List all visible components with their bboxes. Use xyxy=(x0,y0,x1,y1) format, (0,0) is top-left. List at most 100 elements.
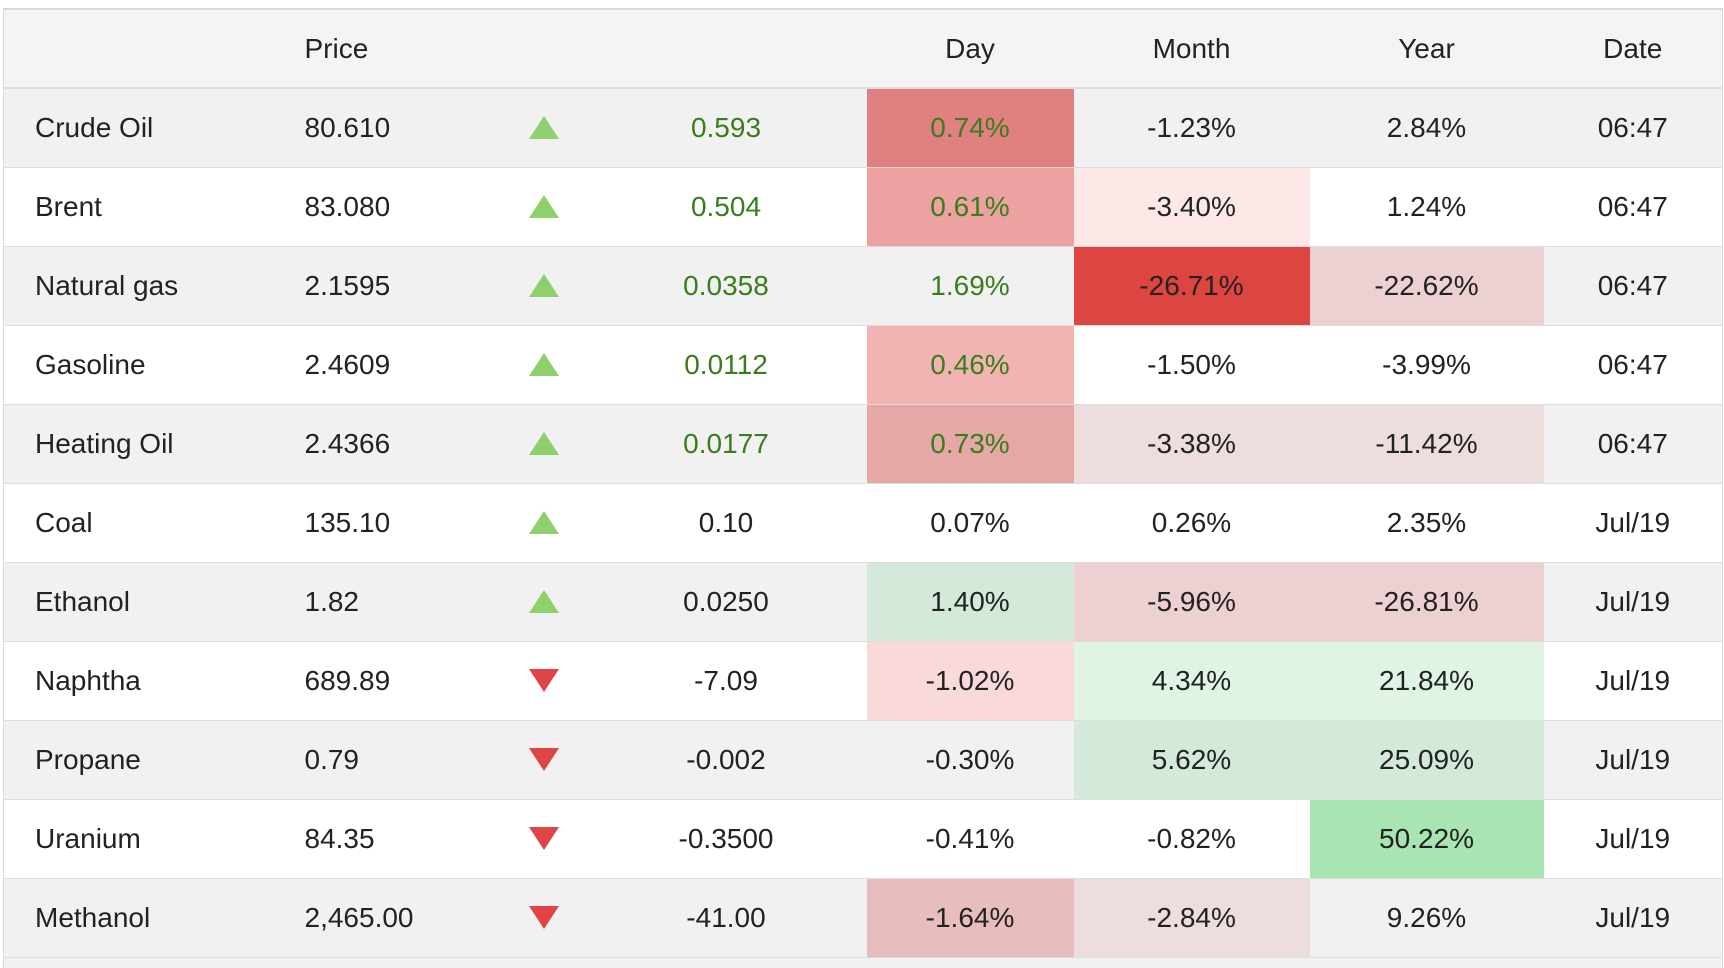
table-row[interactable]: Methanol 2,465.00 -41.00 -1.64% -2.84% 9.26% J… xyxy=(3,878,1723,957)
empty-cell xyxy=(586,957,867,968)
table-row[interactable]: Gasoline 2.4609 0.0112 0.46% -1.50% -3.99% 06:… xyxy=(3,325,1723,404)
year-change-cell: -11.42% xyxy=(1309,404,1544,483)
year-change-cell: 50.22% xyxy=(1309,799,1544,878)
month-change-cell: 4.34% xyxy=(1073,641,1310,720)
direction-cell xyxy=(502,167,586,246)
header-date[interactable]: Date xyxy=(1543,9,1723,89)
change-cell: -7.09 xyxy=(694,664,758,696)
direction-cell xyxy=(502,878,586,957)
price-cell: 689.89 xyxy=(304,664,391,696)
header-day[interactable]: Day xyxy=(866,9,1074,89)
date-cell: 06:47 xyxy=(1597,190,1668,222)
year-change-cell: 25.09% xyxy=(1309,720,1544,799)
price-cell: 1.82 xyxy=(304,585,360,617)
year-change-cell: 2.35% xyxy=(1386,506,1467,538)
commodity-name-link[interactable]: Heating Oil xyxy=(35,427,174,459)
month-change-cell: 0.26% xyxy=(1151,506,1232,538)
table-row[interactable]: Propane 0.79 -0.002 -0.30% 5.62% 25.09% Jul/19 xyxy=(3,720,1723,799)
table-header-row: Price Day Month Year Date xyxy=(3,9,1723,89)
table-row[interactable]: Ethanol 1.82 0.0250 1.40% -5.96% -26.81% Jul/1… xyxy=(3,562,1723,641)
date-cell: 06:47 xyxy=(1597,269,1668,301)
direction-cell xyxy=(502,799,586,878)
commodity-name-link[interactable]: Uranium xyxy=(35,822,141,854)
day-change-cell: -1.64% xyxy=(866,878,1074,957)
commodity-name-link[interactable]: Coal xyxy=(35,506,93,538)
arrow-up-icon xyxy=(528,194,559,218)
arrow-up-icon xyxy=(528,589,559,613)
commodities-table: Price Day Month Year Date Crude Oil 80.61… xyxy=(3,8,1723,968)
table-row[interactable]: Coal 135.10 0.10 0.07% 0.26% 2.35% Jul/19 xyxy=(3,483,1723,562)
table-row[interactable]: Naphtha 689.89 -7.09 -1.02% 4.34% 21.84% Jul/1… xyxy=(3,641,1723,720)
table-row[interactable]: Uranium 84.35 -0.3500 -0.41% -0.82% 50.22% Jul… xyxy=(3,799,1723,878)
date-cell: Jul/19 xyxy=(1595,901,1671,933)
day-change-cell: -0.30% xyxy=(925,743,1015,775)
header-change xyxy=(585,9,867,89)
price-cell: 83.080 xyxy=(304,190,391,222)
direction-cell xyxy=(502,720,586,799)
empty-cell xyxy=(867,957,1074,968)
price-cell: 84.35 xyxy=(304,822,375,854)
arrow-down-icon xyxy=(528,668,559,692)
commodity-name-link[interactable]: Methanol xyxy=(35,901,151,933)
change-cell: 0.504 xyxy=(690,190,762,222)
month-change-cell: 5.62% xyxy=(1073,720,1310,799)
change-cell: 0.10 xyxy=(698,506,754,538)
table-row[interactable]: Heating Oil 2.4366 0.0177 0.73% -3.38% -11.42… xyxy=(3,404,1723,483)
month-change-cell: -26.71% xyxy=(1073,246,1310,325)
date-cell: 06:47 xyxy=(1597,348,1668,380)
arrow-down-icon xyxy=(528,826,559,850)
header-price[interactable]: Price xyxy=(266,9,502,89)
month-change-cell: -5.96% xyxy=(1073,562,1310,641)
year-change-cell: 2.84% xyxy=(1386,111,1467,143)
arrow-up-icon xyxy=(528,510,559,534)
year-change-cell: 1.24% xyxy=(1386,190,1467,222)
date-cell: Jul/19 xyxy=(1595,664,1671,696)
direction-cell xyxy=(502,88,586,167)
commodity-name-link[interactable]: Ethanol xyxy=(35,585,130,617)
table-row[interactable]: Brent 83.080 0.504 0.61% -3.40% 1.24% 06:47 xyxy=(3,167,1723,246)
arrow-up-icon xyxy=(528,273,559,297)
year-change-cell: 9.26% xyxy=(1386,901,1467,933)
arrow-up-icon xyxy=(528,352,559,376)
commodity-name-link[interactable]: Natural gas xyxy=(35,269,179,301)
commodity-name-link[interactable]: Crude Oil xyxy=(35,111,154,143)
commodity-name-link[interactable]: Naphtha xyxy=(35,664,141,696)
year-change-cell: 21.84% xyxy=(1309,641,1544,720)
header-name xyxy=(3,9,267,89)
table-row[interactable]: Natural gas 2.1595 0.0358 1.69% -26.71% -22.6… xyxy=(3,246,1723,325)
header-year[interactable]: Year xyxy=(1309,9,1544,89)
empty-cell xyxy=(1544,957,1723,968)
month-change-cell: -1.23% xyxy=(1147,111,1236,143)
month-change-cell: -3.40% xyxy=(1073,167,1310,246)
commodity-name-link[interactable]: Gasoline xyxy=(35,348,146,380)
price-cell: 2.4366 xyxy=(304,427,391,459)
date-cell: Jul/19 xyxy=(1595,585,1671,617)
direction-cell xyxy=(502,246,586,325)
header-month[interactable]: Month xyxy=(1073,9,1310,89)
month-change-cell: -0.82% xyxy=(1147,822,1236,854)
price-cell: 135.10 xyxy=(304,506,391,538)
arrow-up-icon xyxy=(528,115,559,139)
direction-cell xyxy=(502,562,586,641)
empty-cell xyxy=(502,957,586,968)
table-row-partial xyxy=(3,957,1723,968)
table-row[interactable]: Crude Oil 80.610 0.593 0.74% -1.23% 2.84% 06:4… xyxy=(3,88,1723,167)
change-cell: 0.0177 xyxy=(683,427,769,459)
day-change-cell: -1.02% xyxy=(866,641,1074,720)
price-cell: 0.79 xyxy=(304,743,360,775)
date-cell: Jul/19 xyxy=(1595,506,1671,538)
day-change-cell: 0.07% xyxy=(930,506,1010,538)
day-change-cell: -0.41% xyxy=(925,822,1015,854)
commodity-name-link[interactable]: Propane xyxy=(35,743,141,775)
month-change-cell: -1.50% xyxy=(1147,348,1236,380)
day-change-cell: 0.73% xyxy=(866,404,1074,483)
direction-cell xyxy=(502,325,586,404)
empty-cell xyxy=(267,957,502,968)
change-cell: -41.00 xyxy=(686,901,766,933)
month-change-cell: -2.84% xyxy=(1073,878,1310,957)
arrow-up-icon xyxy=(528,431,559,455)
empty-cell xyxy=(1074,957,1310,968)
commodity-name-link[interactable]: Brent xyxy=(35,190,102,222)
year-change-cell: -26.81% xyxy=(1309,562,1544,641)
day-change-cell: 0.61% xyxy=(866,167,1074,246)
